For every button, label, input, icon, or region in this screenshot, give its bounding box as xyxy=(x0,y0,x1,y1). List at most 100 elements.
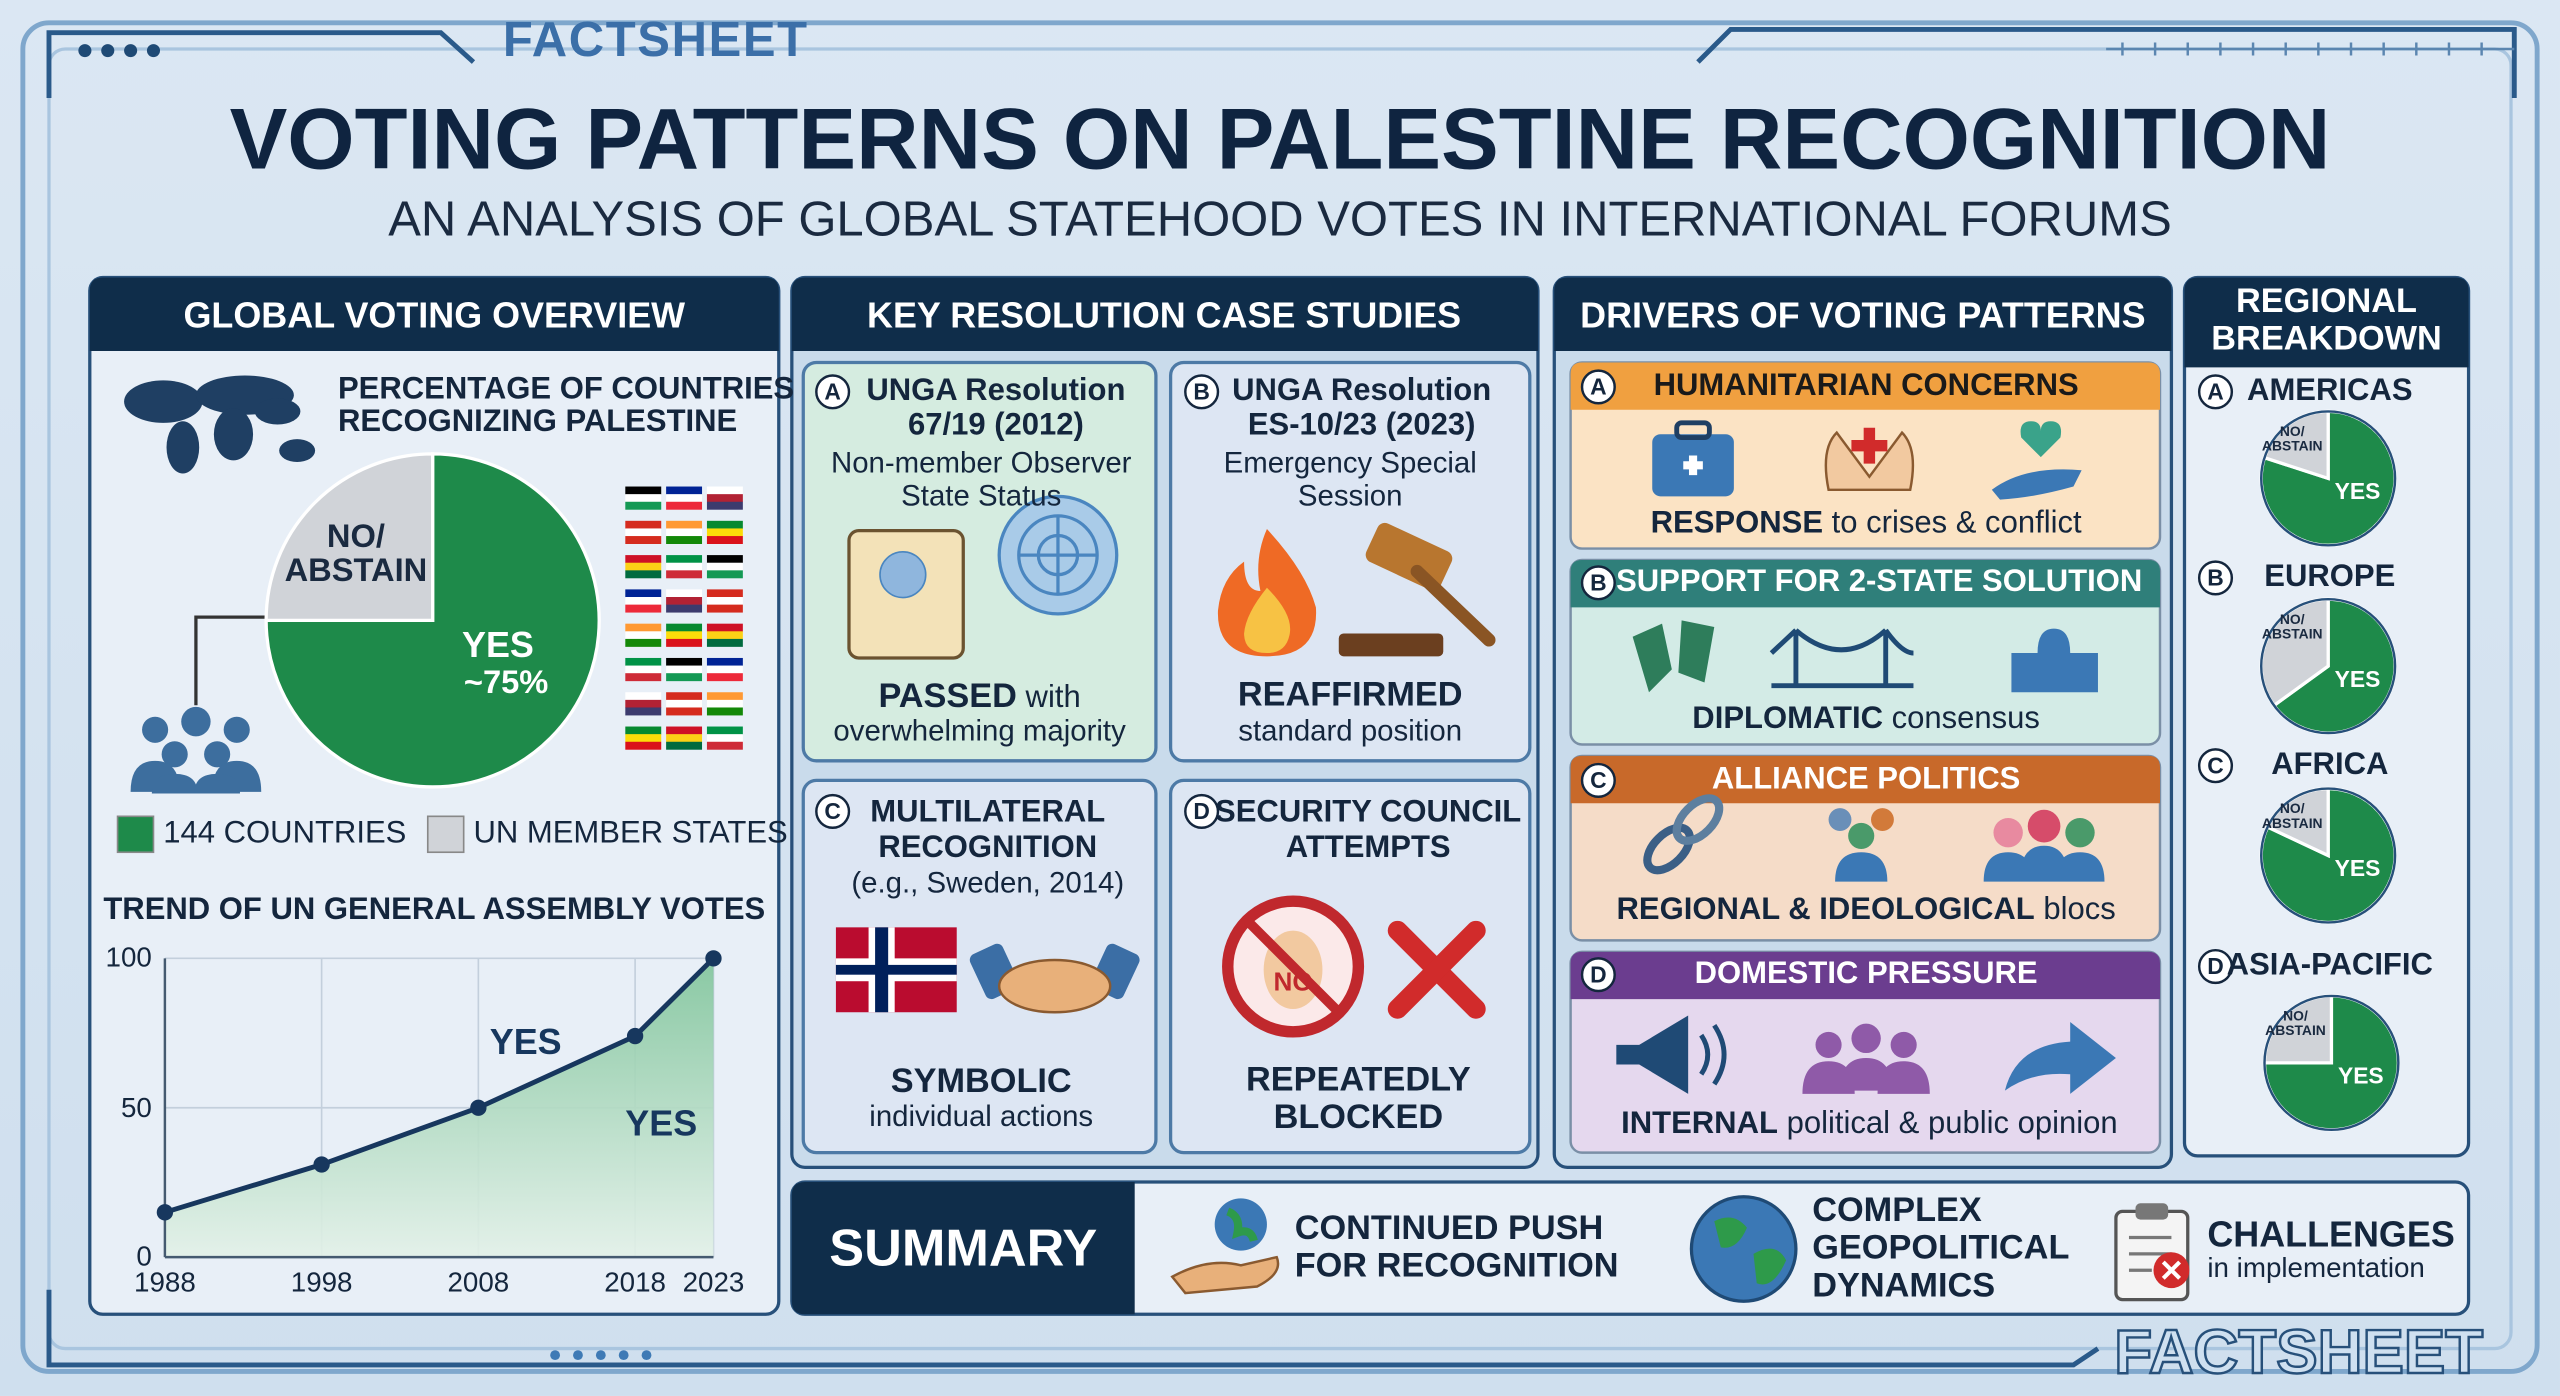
case-detail: individual actions xyxy=(869,1099,1094,1133)
driver-icons-part-part xyxy=(1890,1031,1917,1058)
flag xyxy=(666,631,703,640)
frame-part xyxy=(641,1350,652,1360)
point xyxy=(470,1099,487,1116)
pie-label: YES xyxy=(462,624,534,666)
no-hand-icon xyxy=(1222,895,1365,1038)
flag xyxy=(666,536,703,544)
flag xyxy=(625,589,662,598)
people-icon-part xyxy=(194,773,240,794)
scroll-icon-part xyxy=(879,551,927,599)
pie-label: NO/ ABSTAIN xyxy=(284,519,428,590)
flag xyxy=(666,741,703,750)
flag xyxy=(666,734,703,743)
summary-icons-part xyxy=(2135,1203,2169,1220)
driver-icons-part xyxy=(2020,421,2062,458)
frame-part xyxy=(46,1289,2100,1368)
flag xyxy=(625,631,662,640)
marker-circles-part xyxy=(1580,957,1616,993)
case-title: 67/19 (2012) xyxy=(907,408,1084,443)
region-title: AMERICAS xyxy=(2247,373,2413,409)
driver-title: ALLIANCE POLITICS xyxy=(1711,762,2021,797)
people-icon-part xyxy=(181,706,211,737)
region-title: AFRICA xyxy=(2271,747,2389,783)
flag xyxy=(666,501,703,510)
world-map-icon-part xyxy=(124,380,203,423)
flag xyxy=(625,570,662,579)
flag xyxy=(666,555,703,564)
annotation: YES xyxy=(489,1021,562,1062)
frame-part xyxy=(550,1350,560,1360)
summary-line: COMPLEX xyxy=(1812,1191,1982,1230)
driver-icons-part xyxy=(2065,817,2095,848)
annotation: YES xyxy=(625,1102,698,1144)
driver-icons-part xyxy=(1683,455,1703,476)
case-detail: BLOCKED xyxy=(1273,1098,1444,1137)
people-icon-part xyxy=(151,773,198,794)
frame-part xyxy=(78,44,92,58)
flag xyxy=(706,665,743,674)
pie-outline xyxy=(2263,994,2400,1132)
marker-circles-part xyxy=(2197,748,2234,784)
driver-icons-part xyxy=(1848,822,1875,849)
frame-part xyxy=(573,1350,583,1360)
frame-part xyxy=(2106,42,2515,56)
driver-note: RESPONSE to crises & conflict xyxy=(1651,507,2082,541)
marker: D xyxy=(2207,952,2224,980)
pie-label: YES xyxy=(2334,854,2381,882)
case-outcome: PASSED with xyxy=(878,678,1081,716)
marker-circles-part xyxy=(2197,374,2234,410)
flag xyxy=(666,589,703,598)
marker: A xyxy=(1590,373,1607,400)
x-tick-label: 1998 xyxy=(290,1267,353,1299)
people-icon xyxy=(130,615,267,794)
driver-icons-part xyxy=(1983,845,2105,882)
frame-part xyxy=(20,20,2540,1374)
panels-part xyxy=(791,1182,1135,1315)
frame-part xyxy=(101,44,115,58)
driver-icons-part xyxy=(1851,427,1888,464)
panel-heading: GLOBAL VOTING OVERVIEW xyxy=(183,294,686,336)
flag xyxy=(666,623,703,632)
flag xyxy=(666,673,703,682)
marker: B xyxy=(2207,564,2224,591)
driver-cards-part xyxy=(1570,755,2160,804)
frame-part xyxy=(46,30,476,98)
flag xyxy=(706,726,743,735)
flag xyxy=(706,494,743,503)
flag xyxy=(706,536,743,544)
driver-icons-part xyxy=(1699,1023,1727,1086)
handshake-icon-part xyxy=(997,958,1112,1014)
panel-heading: DRIVERS OF VOTING PATTERNS xyxy=(1580,294,2146,336)
driver-icons-part-part xyxy=(1815,1031,1842,1058)
flag xyxy=(666,604,703,613)
summary-line: FOR RECOGNITION xyxy=(1294,1247,1619,1285)
norway-flag-icon-part xyxy=(835,964,957,975)
driver-bold: INTERNAL xyxy=(1621,1106,1778,1142)
marker: C xyxy=(1590,766,1607,793)
marker-circles-part xyxy=(815,793,851,829)
driver-icons-part xyxy=(1835,852,1888,882)
legend-swatch xyxy=(426,815,465,854)
driver-note: INTERNAL political & public opinion xyxy=(1621,1106,2118,1142)
people-icon-part xyxy=(142,716,169,743)
panels-part xyxy=(791,277,1538,352)
flag xyxy=(706,734,743,743)
norway-flag-icon xyxy=(835,927,957,1013)
marker-circles-part xyxy=(1184,793,1220,829)
x-icon-part xyxy=(1387,920,1486,1019)
summary-icons-part xyxy=(2161,1260,2182,1280)
flag xyxy=(706,589,743,598)
outcome-text: with xyxy=(1025,680,1081,716)
un-emblem-icon xyxy=(997,494,1119,616)
pie-label: NO/ ABSTAIN xyxy=(2265,1007,2326,1039)
region-title: ASIA-PACIFIC xyxy=(2226,948,2433,983)
legend-label: UN MEMBER STATES xyxy=(473,816,788,851)
flag xyxy=(706,638,743,647)
driver-icons-part xyxy=(1871,808,1894,832)
gavel-icon-part xyxy=(1338,633,1444,657)
flag xyxy=(625,657,662,666)
marker-circles xyxy=(815,369,2234,993)
marker-circles-part xyxy=(815,374,851,410)
region-title: EUROPE xyxy=(2264,560,2396,595)
